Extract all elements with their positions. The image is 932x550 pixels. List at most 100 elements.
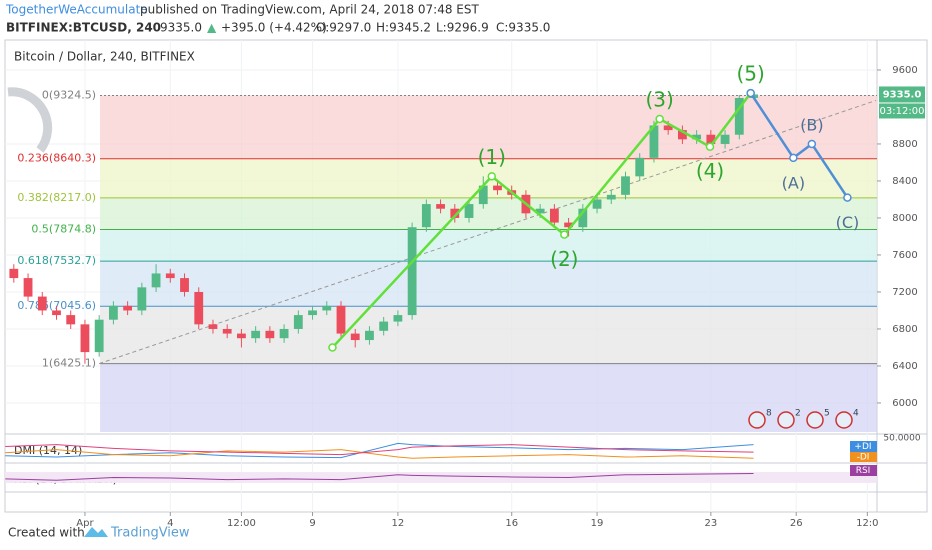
- chart-title: Bitcoin / Dollar, 240, BITFINEX: [14, 50, 195, 64]
- x-tick-label: 9: [309, 518, 315, 529]
- candle-body: [549, 208, 559, 223]
- event-icon: [835, 411, 853, 429]
- fib-label: 0.382(8217.0): [17, 191, 96, 204]
- candle-body: [165, 273, 175, 279]
- countdown-badge: [879, 103, 925, 119]
- footer: Created with TradingView: [8, 526, 190, 541]
- low: L:9296.9: [436, 21, 489, 35]
- rsi-badge-label: RSI: [856, 466, 871, 476]
- x-tick-label: 26: [790, 518, 803, 529]
- x-tick-label: 23: [704, 518, 717, 529]
- candle-body: [692, 134, 702, 140]
- event-icon: [806, 411, 824, 429]
- candle-body: [734, 97, 744, 135]
- candle-body: [108, 305, 118, 320]
- fib-band: [100, 261, 878, 307]
- candle-body: [720, 134, 730, 144]
- candle-body: [180, 278, 189, 292]
- dmi-line: [5, 444, 754, 456]
- event-icon: [748, 411, 766, 429]
- candle-body: [493, 185, 502, 191]
- wave-label: (A): [782, 173, 805, 192]
- open: O:9297.0: [316, 21, 371, 35]
- candle-body: [407, 227, 417, 316]
- candle-body: [663, 125, 673, 131]
- fib-band: [100, 306, 878, 364]
- candle-body: [66, 315, 76, 325]
- close: C:9335.0: [496, 21, 550, 35]
- fib-band: [100, 229, 878, 262]
- candle-body: [322, 305, 332, 311]
- price-badge: [879, 86, 925, 103]
- candle-body: [9, 268, 19, 279]
- candle-body: [293, 315, 303, 329]
- wave-label: (3): [645, 87, 673, 111]
- change: +395.0 (+4.42%): [221, 21, 327, 35]
- y-tick-label: 7200: [892, 287, 917, 298]
- di-minus: -DI: [857, 453, 870, 463]
- candle-body: [635, 157, 645, 177]
- wave-label: (5): [737, 62, 765, 86]
- fib-band: [100, 363, 878, 432]
- candle-body: [336, 305, 346, 334]
- wave-label: (4): [696, 159, 724, 183]
- wave-point: [655, 114, 664, 124]
- candle-body: [436, 204, 445, 209]
- fib-label: 0.236(8640.3): [17, 152, 96, 165]
- x-tick-label: 16: [505, 518, 518, 529]
- fib-label: 0(9324.5): [42, 88, 96, 101]
- candle-body: [194, 291, 204, 325]
- wave-line: [331, 92, 752, 349]
- wave-point: [843, 193, 852, 202]
- y-tick-label: 6800: [892, 324, 917, 335]
- trendline: [99, 100, 877, 365]
- candle-body: [279, 328, 289, 339]
- fib-band: [100, 95, 878, 159]
- candle-body: [208, 324, 218, 329]
- candle-body: [421, 204, 431, 228]
- candle-body: [80, 324, 90, 353]
- countdown: 03:12:00: [880, 106, 925, 117]
- wave-point: [560, 230, 569, 239]
- rsi-badge: [850, 465, 877, 476]
- candle-body: [564, 222, 574, 228]
- price-badge-label: 9335.0: [883, 89, 922, 100]
- wave-point: [487, 172, 497, 181]
- published: published on TradingView.com, April 24, …: [140, 3, 480, 17]
- fib-label: 0.786(7045.6): [17, 299, 96, 312]
- candle-body: [578, 208, 588, 228]
- wave-point: [807, 139, 817, 149]
- event-icon: [777, 411, 795, 429]
- candle-body: [606, 194, 616, 200]
- footer-created: Created with: [8, 526, 85, 540]
- candle-body: [621, 176, 630, 195]
- last: 9335.0: [160, 21, 202, 35]
- di-badge: [850, 452, 877, 462]
- wave-label: (2): [550, 247, 578, 271]
- x-tick-label: 12:0: [856, 518, 878, 529]
- y-tick-label: 9600: [892, 65, 917, 76]
- candle-body: [137, 287, 147, 311]
- candle-body: [52, 310, 61, 316]
- candle-body: [379, 321, 389, 331]
- dmi-level: 50.0000: [883, 434, 920, 444]
- x-tick-label: 12: [392, 518, 405, 529]
- candle-body: [535, 208, 545, 214]
- event-count: 2: [795, 409, 801, 419]
- dmi-line: [5, 449, 754, 459]
- candle-body: [94, 319, 104, 353]
- event-count: 8: [766, 409, 772, 419]
- x-tick-label: 19: [591, 518, 604, 529]
- rsi-line: [5, 472, 754, 481]
- y-tick-label: 8000: [892, 213, 917, 224]
- symbol: BITFINEX:BTCUSD, 240: [6, 21, 161, 35]
- candle-body: [450, 208, 460, 218]
- candle-body: [151, 273, 161, 288]
- candle-body: [393, 315, 403, 322]
- y-tick-label: 8400: [892, 176, 917, 187]
- logo: [84, 527, 108, 537]
- event-count: 5: [824, 409, 830, 419]
- author-link[interactable]: TogetherWeAccumulate: [5, 3, 148, 17]
- footer-brand[interactable]: TradingView: [110, 526, 190, 541]
